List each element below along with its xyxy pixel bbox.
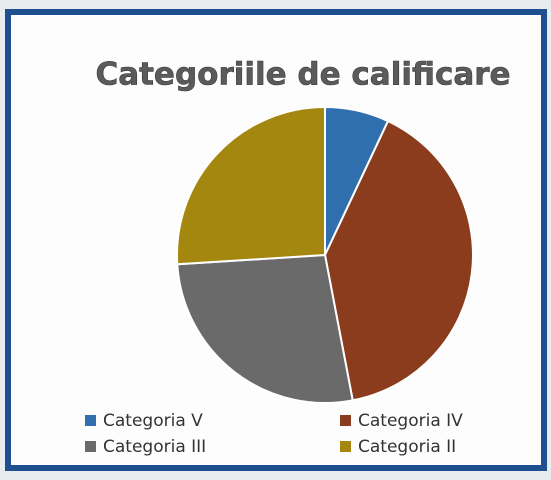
pie-slice [323,119,474,402]
legend-label: Categoria V [103,411,203,431]
legend-label: Categoria III [103,437,206,457]
legend-swatch [85,441,96,452]
legend-label: Categoria IV [358,411,463,431]
legend-swatch [85,415,96,426]
legend-label: Categoria II [358,437,456,457]
pie-slice [176,253,354,404]
legend-swatch [340,415,351,426]
chart-title: Categoriile de calificare [95,57,510,93]
pie-slice [176,105,326,266]
legend-swatch [340,441,351,452]
